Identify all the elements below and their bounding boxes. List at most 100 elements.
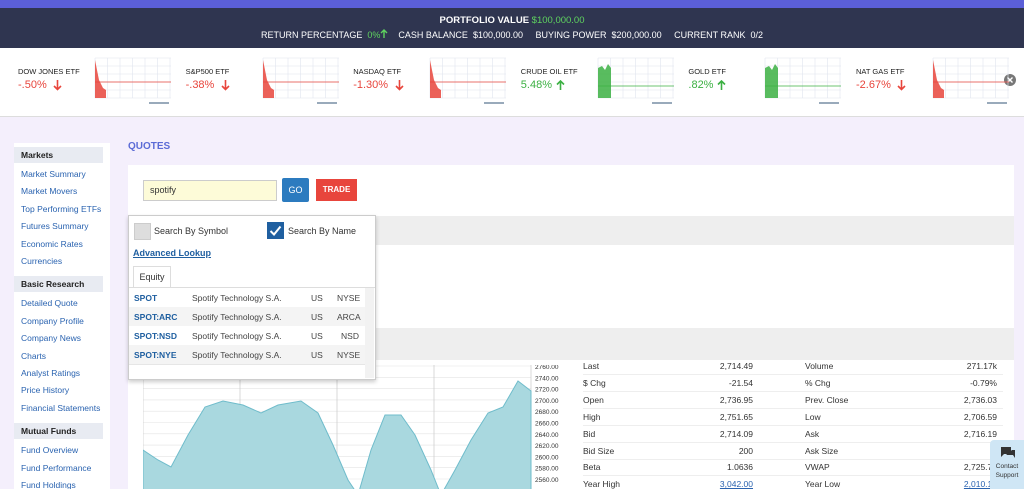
price-chart: 2760.00 2740.00 2720.00 2700.00 2680.00 2660.… [143,365,559,489]
y-tick-label: 2620.00 [535,443,559,450]
arrow-path [556,80,565,90]
section-title: QUOTES [128,141,171,152]
stat-value: 2,706.59 [963,411,997,422]
sidebar-link[interactable]: Futures Summary [21,221,89,232]
sidebar-link[interactable]: Market Movers [21,186,78,197]
sparkline [765,57,842,104]
stat-value: 2,716.19 [963,428,997,439]
sidebar-link[interactable]: Company Profile [21,315,84,326]
stat-value: 2,751.65 [719,411,753,422]
sparkline [597,57,674,104]
stat-label: % Chg [805,377,831,388]
sidebar-link[interactable]: Fund Overview [21,445,79,456]
checkbox[interactable] [134,223,151,240]
result-cell: NSD [341,331,359,341]
watermark [651,102,672,104]
spark-area [597,64,611,98]
ticker-change: -2.67% [856,79,891,91]
sparkline [262,57,339,104]
sidebar-link[interactable]: Currencies [21,256,63,266]
checkbox-checked[interactable] [267,222,284,239]
y-tick-label: 2760.00 [535,365,559,371]
stat-value[interactable]: 2,010.15 [963,479,997,489]
result-symbol[interactable]: SPOT [134,293,158,303]
stat-label: Year High [583,479,621,489]
arrow [897,80,906,91]
arrow [556,80,565,90]
trade-button[interactable]: TRADE [316,179,357,201]
watermark [149,102,169,104]
row-line [583,475,1003,477]
spark-area [262,60,274,98]
support-label: Contact Support [995,463,1019,479]
advanced-link[interactable]: Advanced Lookup [133,248,212,258]
scrollbar [365,288,374,378]
close-button[interactable] [1004,74,1016,86]
stat-value: 1.0636 [727,462,753,473]
result-symbol[interactable]: SPOT:ARC [134,312,178,322]
row-line [583,390,1003,392]
result-cell: ARCA [337,312,361,322]
stat-label: High [583,411,601,422]
sidebar-link[interactable]: Top Performing ETFs [21,203,102,214]
ticker-change: .82% [688,79,714,91]
arrow-path [897,80,906,91]
stat-label: Beta [583,462,601,473]
option-label: Search By Symbol [154,226,229,236]
result-cell: US [311,350,323,360]
sidebar-link[interactable]: Company News [21,333,81,344]
sidebar-heading: Markets [14,147,103,163]
sidebar: Markets Market Summary Market Movers Top Pe… [14,143,110,489]
go-button[interactable]: GO [282,178,309,202]
result-symbol[interactable]: SPOT:NSD [134,331,177,341]
option-label: Search By Name [288,226,357,236]
y-tick-label: 2680.00 [535,409,559,416]
y-tick-label: 2720.00 [535,387,559,394]
result-symbol[interactable]: SPOT:NYE [134,350,177,360]
result-cell: US [311,312,323,322]
arrow [395,80,404,91]
arrow-path [395,80,404,91]
stat-label: VWAP [805,462,830,473]
watermark [484,102,505,104]
arrow [717,80,726,90]
sidebar-link[interactable]: Analyst Ratings [21,368,81,378]
sidebar-link[interactable]: Charts [21,350,47,361]
y-tick-label: 2640.00 [535,432,559,439]
stats-table: Last 2,714.49 Volume 271.17k $ Chg -21.54 % Ch… [583,360,1003,489]
search-input[interactable]: spotify [143,180,277,201]
stat-label: Ask [805,428,820,439]
divider [129,287,375,288]
spark-area [933,60,944,98]
sidebar-link[interactable]: Fund Holdings [21,480,76,489]
arrow-path [717,80,726,90]
result-cell: NYSE [337,293,361,303]
value: $100,000.00 [472,30,523,40]
support-widget[interactable]: Contact Support [990,440,1024,489]
ticker-change: -.38% [185,79,215,91]
sidebar-link[interactable]: Fund Performance [21,462,92,473]
tab[interactable]: Equity [133,266,171,287]
stat-value: -21.54 [728,377,753,388]
watermark [987,102,1007,104]
portfolio: PORTFOLIO VALUE $100,000.00 [0,15,1024,26]
sidebar-link[interactable]: Economic Rates [21,238,83,249]
spark-area [765,64,779,98]
sidebar-link[interactable]: Detailed Quote [21,298,78,309]
arrow-path [221,80,230,91]
sidebar-link[interactable]: Financial Statements [21,402,101,413]
sidebar-link[interactable]: Price History [21,385,70,396]
ticker-change: -.50% [18,79,47,91]
stat-value: 2,725.74 [963,462,997,473]
up-arrow [380,29,388,38]
sidebar-link[interactable]: Market Summary [21,169,86,179]
value: $100,000.00 [531,15,585,26]
value: $200,000.00 [611,30,662,40]
header: PORTFOLIO VALUE $100,000.00 RETURN PERCE… [0,8,1024,48]
label: CASH BALANCE [398,30,468,40]
stat-label: $ Chg [583,377,606,388]
result-cell: US [311,293,323,303]
stat-value[interactable]: 3,042.00 [719,479,753,489]
lookup-dropdown: Search By Symbol Search By Name Advanced… [128,215,376,380]
